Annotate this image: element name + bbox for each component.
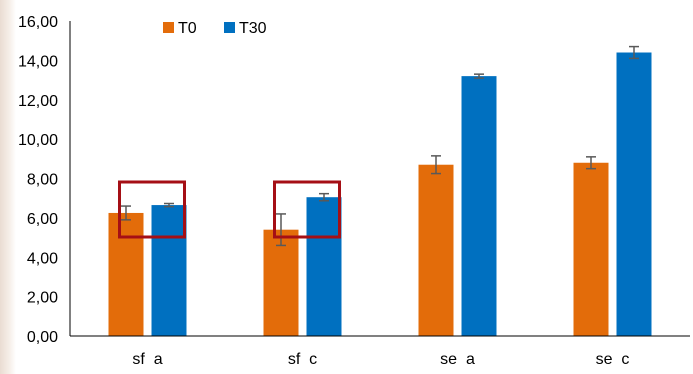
bar-t30: [306, 197, 342, 336]
bar-t30: [151, 205, 187, 336]
legend-swatch-t0: [163, 22, 174, 33]
y-tick-label: 4,00: [27, 250, 58, 267]
error-bar: [276, 213, 286, 247]
error-bar: [474, 73, 484, 79]
bar-t0: [573, 162, 609, 336]
legend-swatch-t30: [224, 22, 235, 33]
category-label: sf a: [132, 351, 162, 368]
highlight-box: [273, 180, 341, 239]
error-bar: [164, 202, 174, 208]
y-tick-label: 6,00: [27, 211, 58, 228]
highlight-box: [118, 180, 186, 239]
error-bar: [431, 155, 441, 175]
y-tick-label: 14,00: [18, 53, 58, 70]
error-bar: [319, 192, 329, 202]
bar-t30: [616, 52, 652, 336]
y-tick-label: 8,00: [27, 172, 58, 189]
error-bar: [586, 156, 596, 170]
image-edge-strip: [0, 0, 16, 374]
category-label: sf c: [288, 351, 317, 368]
error-bar: [629, 45, 639, 60]
y-tick-label: 16,00: [18, 14, 58, 31]
y-tick-label: 0,00: [27, 329, 58, 346]
y-tick-label: 2,00: [27, 290, 58, 307]
category-label: se c: [596, 351, 630, 368]
bar-t30: [461, 76, 497, 336]
legend-label-t0: T0: [178, 20, 197, 37]
y-tick-label: 10,00: [18, 132, 58, 149]
bar-t0: [108, 212, 144, 336]
bar-t0: [418, 164, 454, 336]
error-bar: [121, 205, 131, 221]
category-label: se a: [440, 351, 475, 368]
bar-t0: [263, 229, 299, 336]
legend-label-t30: T30: [239, 20, 267, 37]
y-tick-label: 12,00: [18, 93, 58, 110]
